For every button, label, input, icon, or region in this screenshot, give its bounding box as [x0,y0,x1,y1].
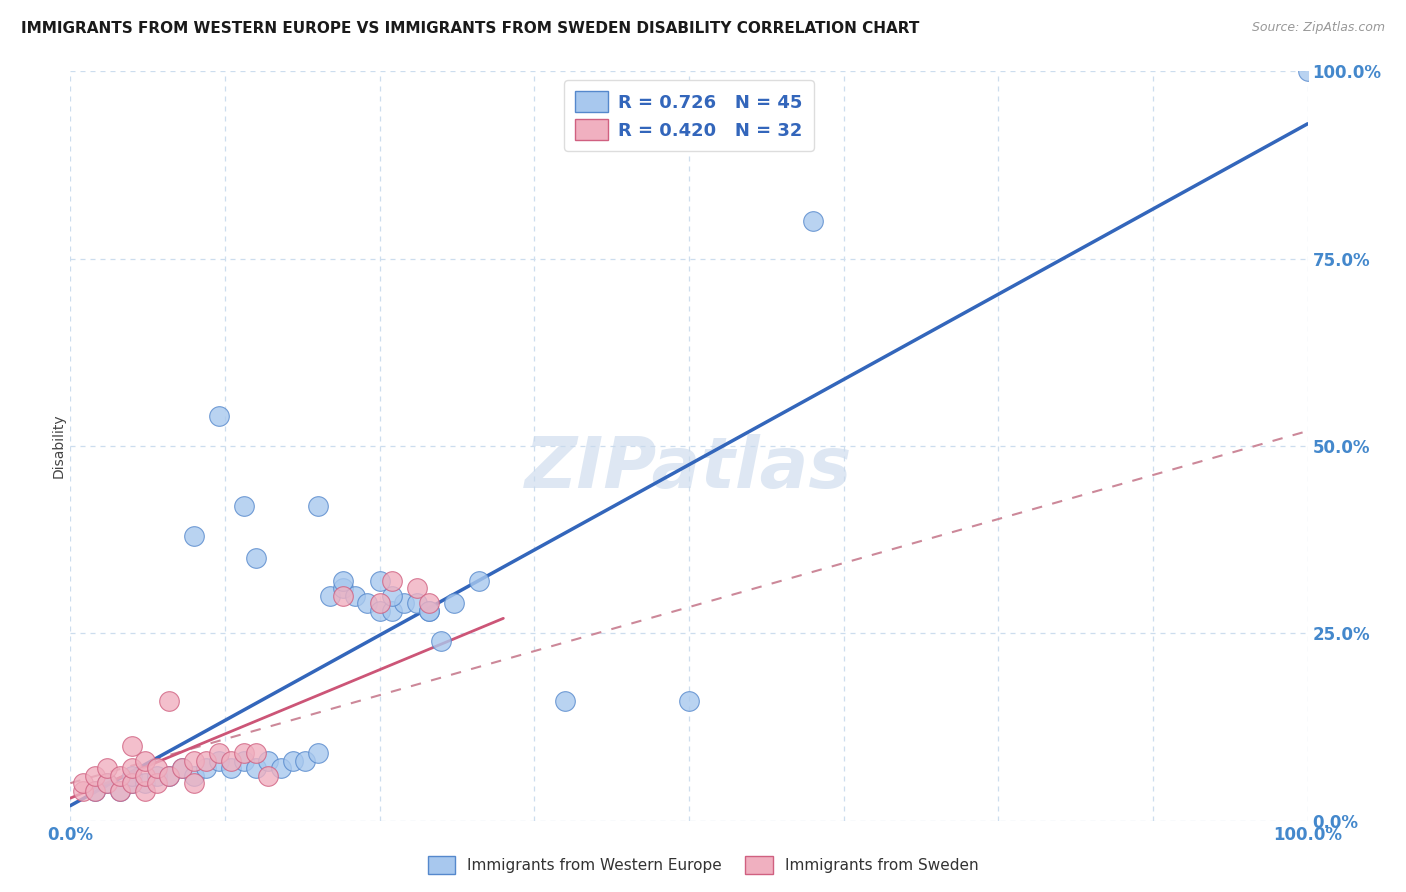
Point [443,596,465,610]
Point [208,754,231,768]
Legend: Immigrants from Western Europe, Immigrants from Sweden: Immigrants from Western Europe, Immigran… [422,850,984,880]
Point [418,604,440,618]
Legend: R = 0.726   N = 45, R = 0.420   N = 32: R = 0.726 N = 45, R = 0.420 N = 32 [564,80,814,151]
Point [270,761,292,775]
Point [108,769,131,783]
Point [121,776,143,790]
Point [121,776,143,790]
Point [332,582,354,596]
Point [96,776,118,790]
Point [368,574,391,588]
Point [245,761,267,775]
Point [146,776,169,790]
Point [108,783,131,797]
Point [108,783,131,797]
Point [219,761,242,775]
Point [72,783,94,797]
Point [307,746,329,760]
Point [157,694,180,708]
Point [208,409,231,423]
Point [96,761,118,775]
Point [157,769,180,783]
Point [121,739,143,753]
Point [294,754,316,768]
Point [245,746,267,760]
Point [257,754,280,768]
Point [195,754,218,768]
Y-axis label: Disability: Disability [52,414,66,478]
Point [405,582,427,596]
Text: Source: ZipAtlas.com: Source: ZipAtlas.com [1251,21,1385,34]
Point [319,589,342,603]
Point [381,604,404,618]
Point [121,761,143,775]
Point [183,769,205,783]
Point [307,499,329,513]
Point [146,761,169,775]
Point [183,754,205,768]
Point [157,769,180,783]
Point [678,694,700,708]
Point [170,761,193,775]
Point [381,589,404,603]
Text: ZIPatlas: ZIPatlas [526,434,852,503]
Point [232,754,254,768]
Point [281,754,304,768]
Point [381,574,404,588]
Point [146,769,169,783]
Point [84,769,107,783]
Point [368,604,391,618]
Point [121,769,143,783]
Point [134,783,156,797]
Point [356,596,378,610]
Point [232,746,254,760]
Point [183,776,205,790]
Point [343,589,366,603]
Point [134,769,156,783]
Point [554,694,576,708]
Point [84,783,107,797]
Point [1296,64,1319,78]
Point [195,761,218,775]
Point [257,769,280,783]
Point [418,596,440,610]
Point [183,529,205,543]
Point [801,214,824,228]
Point [332,574,354,588]
Point [232,499,254,513]
Point [72,776,94,790]
Point [96,776,118,790]
Point [405,596,427,610]
Point [208,746,231,760]
Point [368,596,391,610]
Text: IMMIGRANTS FROM WESTERN EUROPE VS IMMIGRANTS FROM SWEDEN DISABILITY CORRELATION : IMMIGRANTS FROM WESTERN EUROPE VS IMMIGR… [21,21,920,36]
Point [418,604,440,618]
Point [134,754,156,768]
Point [170,761,193,775]
Point [245,551,267,566]
Point [430,633,453,648]
Point [84,783,107,797]
Point [467,574,489,588]
Point [394,596,416,610]
Point [219,754,242,768]
Point [134,776,156,790]
Point [332,589,354,603]
